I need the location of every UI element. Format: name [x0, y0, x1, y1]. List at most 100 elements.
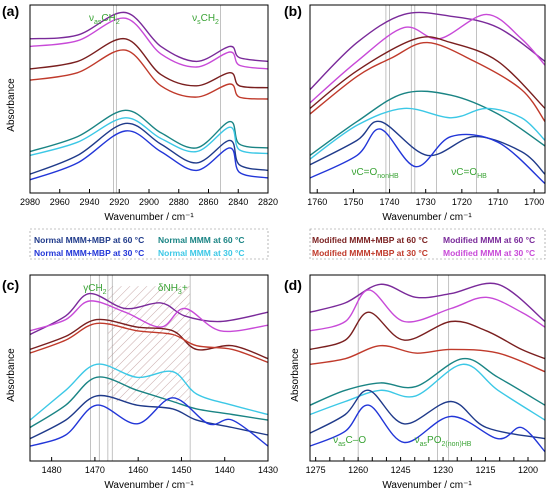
panel-d-series-line — [309, 404, 546, 453]
panel-a-xtick-label: 2960 — [50, 197, 70, 207]
legend-mod-mmmmbp-30: Modified MMM+MBP at 30 °C — [312, 248, 428, 258]
panel-a-series-line — [29, 117, 269, 157]
panel-d-xtick-label: 1245 — [391, 465, 411, 475]
panel-b-xtick-label: 1730 — [416, 197, 436, 207]
panel-c-plot: γCH2 δNH3+ — [29, 275, 269, 461]
panel-b-series-line — [309, 90, 546, 156]
panel-b-series-line — [309, 41, 546, 123]
panel-b-xtick-label: 1700 — [524, 197, 544, 207]
panel-b-series-line — [309, 120, 546, 175]
panel-c-xtick-label: 1480 — [42, 465, 62, 475]
panel-b-xtick-label: 1720 — [452, 197, 472, 207]
panel-a-plot: νasCH2 νsCH2 — [29, 5, 269, 193]
panel-c-xtick-label: 1460 — [128, 465, 148, 475]
panel-b-series-line — [309, 11, 546, 91]
panel-a: (a) Absorbance νasCH2 νsCH2 2980 2960 2940 2… — [2, 3, 278, 223]
panel-b-xticks: 1760 1750 1740 1730 1720 1710 1700 — [307, 189, 544, 207]
legend-normal-mmmmbp-30: Normal MMM+MBP at 30 °C — [34, 248, 144, 258]
panel-a-annotation: νsCH2 — [192, 13, 219, 26]
legend-mod-mmm-30: Modified MMM at 30 °C — [443, 248, 535, 258]
panel-c-xtick-label: 1430 — [258, 465, 278, 475]
panel-a-xtick-label: 2920 — [109, 197, 129, 207]
panel-a-xtick-label: 2880 — [169, 197, 189, 207]
legend-box-left — [29, 228, 269, 260]
panel-c-hatched-region — [107, 286, 191, 402]
panel-c-annotation: δNH3+ — [158, 283, 188, 296]
legend: Normal MMM+MBP at 60 °C Normal MMM at 60… — [29, 228, 546, 260]
panel-d-xlabel: Wavenumber / cm⁻¹ — [382, 480, 472, 491]
panel-c-xlabel: Wavenumber / cm⁻¹ — [104, 480, 194, 491]
panel-b-series-line — [309, 128, 546, 185]
panel-d-xticks: 1275 1260 1245 1230 1215 1200 — [306, 457, 538, 475]
panel-a-series-line — [29, 122, 269, 175]
legend-normal-mmm-30: Normal MMM at 30 °C — [158, 248, 245, 258]
panel-d-series-line — [309, 357, 546, 406]
panel-a-xticks: 2980 2960 2940 2920 2900 2880 2860 2840 2820 — [20, 189, 278, 207]
panel-d: (d) Absorbance νasC–O νasPO2(non)HB 1275 1… — [284, 274, 546, 491]
panel-d-xtick-label: 1260 — [348, 465, 368, 475]
panel-a-xtick-label: 2840 — [228, 197, 248, 207]
panel-b-xtick-label: 1710 — [488, 197, 508, 207]
legend-normal-mmm-60: Normal MMM at 60 °C — [158, 235, 245, 245]
panel-d-annotation: νasPO2(non)HB — [415, 435, 472, 448]
panel-c-series-line — [29, 397, 269, 447]
legend-mod-mmmmbp-60: Modified MMM+MBP at 60 °C — [312, 235, 428, 245]
panel-c-label: (c) — [2, 277, 19, 293]
panel-d-series-line — [309, 389, 546, 440]
legend-box-right — [309, 228, 546, 260]
panel-b-plot: νC=OnonHB νC=OHB — [309, 5, 546, 193]
panel-a-xtick-label: 2980 — [20, 197, 40, 207]
panel-c-series-line — [29, 394, 269, 440]
panel-d-series-line — [309, 363, 546, 421]
panel-b-annotation: νC=OnonHB — [351, 167, 399, 180]
panel-d-xtick-label: 1230 — [433, 465, 453, 475]
panel-a-series-line — [29, 38, 269, 89]
panel-a-ylabel: Absorbance — [6, 78, 17, 132]
panel-c-xtick-label: 1450 — [171, 465, 191, 475]
panel-d-series-line — [309, 282, 546, 323]
panel-d-series-line — [309, 344, 546, 373]
panel-b-xtick-label: 1740 — [380, 197, 400, 207]
panel-c-series-line — [29, 322, 269, 364]
panel-a-series-line — [29, 17, 269, 70]
panel-c-xtick-label: 1440 — [215, 465, 235, 475]
panel-a-series-line — [29, 11, 269, 63]
panel-d-plot: νasC–O νasPO2(non)HB — [309, 275, 546, 461]
panel-b-series-line — [309, 13, 546, 104]
panel-b-series-line — [309, 107, 546, 160]
panel-d-frame — [309, 274, 546, 462]
panel-a-xtick-label: 2940 — [79, 197, 99, 207]
panel-c-xtick-label: 1470 — [85, 465, 105, 475]
panel-d-annotation: νasC–O — [333, 435, 366, 448]
panel-a-series-line — [29, 130, 269, 181]
panel-d-series-line — [309, 289, 546, 332]
panel-d-xtick-label: 1275 — [306, 465, 326, 475]
legend-mod-mmm-60: Modified MMM at 60 °C — [443, 235, 535, 245]
panel-b: (b) νC=OnonHB νC=OHB 1760 1750 1740 1730 1720… — [284, 3, 546, 223]
panel-d-label: (d) — [284, 277, 302, 293]
panel-a-series-line — [29, 109, 269, 153]
panel-a-series-line — [29, 49, 269, 100]
panel-c-series-line — [29, 292, 269, 336]
panel-b-annotation: νC=OHB — [451, 167, 487, 180]
panel-b-xlabel: Wavenumber / cm⁻¹ — [382, 212, 472, 223]
legend-normal-mmmmbp-60: Normal MMM+MBP at 60 °C — [34, 235, 144, 245]
panel-a-xtick-label: 2820 — [258, 197, 278, 207]
panel-c-series-line — [29, 300, 269, 333]
panel-a-label: (a) — [2, 3, 19, 19]
panel-a-xlabel: Wavenumber / cm⁻¹ — [104, 212, 194, 223]
panel-d-xtick-label: 1215 — [476, 465, 496, 475]
panel-c-series-line — [29, 318, 269, 360]
panel-c-frame — [29, 274, 269, 462]
panel-a-xtick-label: 2860 — [198, 197, 218, 207]
panel-c-series-line — [29, 376, 269, 429]
panel-b-xtick-label: 1750 — [343, 197, 363, 207]
panel-c-annotation: γCH2 — [83, 283, 106, 296]
panel-c: (c) Absorbance γCH2 δNH3+ 1480 1470 1460 145… — [2, 274, 278, 491]
panel-c-ylabel: Absorbance — [6, 348, 17, 402]
panel-d-xtick-label: 1200 — [518, 465, 538, 475]
panel-d-series-line — [309, 311, 546, 360]
panel-b-label: (b) — [284, 3, 302, 19]
panel-a-xtick-label: 2900 — [139, 197, 159, 207]
